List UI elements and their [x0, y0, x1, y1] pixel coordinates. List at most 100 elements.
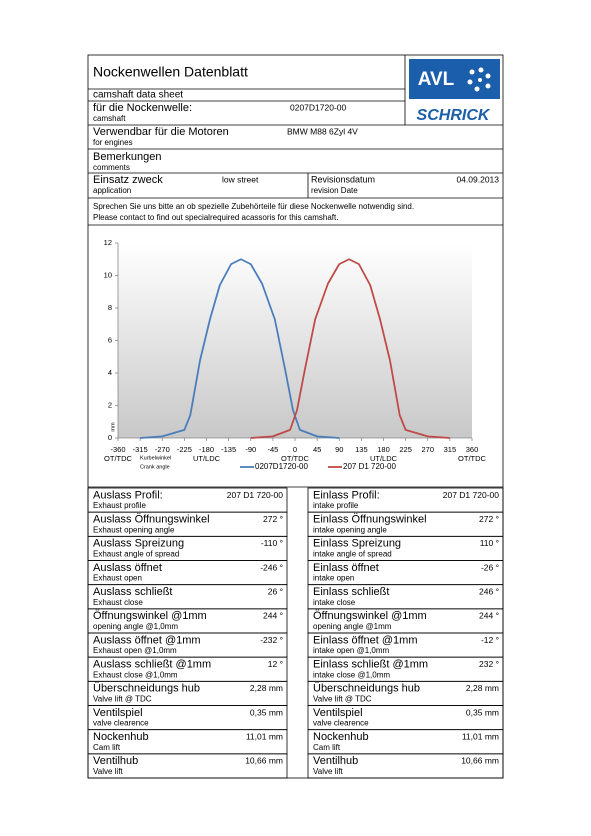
cell-sub: Exhaust close @1,0mm — [93, 670, 178, 679]
x-tick-label: 270 — [421, 445, 434, 454]
doc-subtitle: camshaft data sheet — [93, 90, 183, 101]
field-label: Einsatz zweck — [93, 174, 163, 186]
cell-value: 26 ° — [268, 586, 283, 596]
cell-label: Einlass schließt @1mm — [313, 659, 428, 671]
cell-sub: Valve lift @ TDC — [313, 694, 372, 703]
cell-value: -26 ° — [481, 562, 499, 572]
cell-label: Einlass Profil: — [313, 489, 380, 501]
x-tick-label: -315 — [133, 445, 148, 454]
cell-label: Einlass Öffnungswinkel — [313, 514, 427, 526]
cell-value: -12 ° — [481, 635, 499, 645]
x-tick-label: 135 — [355, 445, 368, 454]
cell-value: 11,01 mm — [246, 731, 283, 741]
cell-label: Auslass öffnet — [93, 562, 162, 574]
x-axis-label: Kurbelwinkel — [140, 455, 171, 461]
cell-sub: intake close @1,0mm — [313, 670, 390, 679]
y-tick-label: 10 — [104, 270, 112, 279]
cell-label: Auslass Öffnungswinkel — [93, 514, 210, 526]
cell-sub: Valve lift — [313, 767, 343, 776]
cell-value: 110 ° — [480, 538, 499, 548]
cell-sub: valve clearence — [313, 719, 369, 728]
logo-box — [409, 59, 500, 99]
field-sub: comments — [93, 163, 130, 172]
cell-label: Einlass schließt — [313, 586, 389, 598]
x-axis-label: Crank angle — [140, 464, 170, 470]
cell-label: Überschneidungs hub — [93, 683, 200, 695]
cell-sub: Exhaust open @1,0mm — [93, 646, 177, 655]
legend-label: 207 D1 720-00 — [343, 462, 396, 471]
y-axis-label: mm — [110, 422, 116, 432]
table-cell — [87, 753, 288, 779]
cell-sub: Cam lift — [93, 743, 121, 752]
field-value: 0207D1720-00 — [290, 102, 347, 112]
cell-value: 244 ° — [479, 611, 499, 621]
doc-title: Nockenwellen Datenblatt — [93, 64, 248, 80]
x-tick-label: 0 — [293, 445, 297, 454]
field-sub: application — [93, 186, 131, 195]
cell-label: Auslass Spreizung — [93, 538, 184, 550]
logo-text: SCHRICK — [417, 107, 491, 124]
cell-label: Überschneidungs hub — [313, 683, 420, 695]
y-tick-label: 0 — [108, 433, 112, 442]
cell-value: 2,28 mm — [466, 683, 499, 693]
field-sub: for engines — [93, 138, 133, 147]
y-tick-label: 2 — [108, 400, 112, 409]
cell-sub: Exhaust profile — [93, 501, 146, 510]
x-tick-label: -270 — [155, 445, 170, 454]
cell-value: 246 ° — [479, 586, 499, 596]
cell-sub: Exhaust opening angle — [93, 525, 175, 534]
x-annotation: UT/LDC — [193, 454, 221, 463]
cell-label: Einlass Spreizung — [313, 538, 401, 550]
x-annotation: UT/LDC — [370, 454, 398, 463]
cell-label: Öffnungswinkel @1mm — [313, 610, 427, 622]
cell-label: Nockenhub — [93, 731, 149, 743]
cell-value: 207 D1 720-00 — [443, 490, 500, 500]
frame — [87, 54, 504, 779]
x-tick-label: -360 — [110, 445, 125, 454]
x-annotation: OT/TDC — [281, 454, 309, 463]
cell-label: Einlass öffnet @1mm — [313, 634, 418, 646]
note: Sprechen Sie uns bitte an ob spezielle Z… — [93, 202, 414, 211]
cell-label: Einlass öffnet — [313, 562, 379, 574]
plot-area — [118, 243, 472, 438]
cell-value: 0,35 mm — [466, 707, 499, 717]
x-tick-label: 360 — [466, 445, 479, 454]
field-label: Revisionsdatum — [311, 174, 375, 184]
cell-sub: intake open @1,0mm — [313, 646, 389, 655]
x-tick-label: -90 — [245, 445, 256, 454]
cell-sub: Exhaust angle of spread — [93, 549, 179, 558]
note: Please contact to find out specialrequir… — [93, 213, 338, 222]
y-tick-label: 8 — [108, 303, 112, 312]
cell-sub: intake open — [313, 574, 354, 583]
cell-value: -110 ° — [261, 538, 283, 548]
cell-label: Auslass schließt @1mm — [93, 659, 211, 671]
cell-label: Ventilhub — [93, 755, 138, 767]
x-tick-label: 90 — [335, 445, 343, 454]
legend-label: 0207D1720-00 — [255, 462, 308, 471]
cell-sub: valve clearence — [93, 719, 149, 728]
cell-sub: intake close — [313, 598, 356, 607]
cell-label: Auslass öffnet @1mm — [93, 634, 201, 646]
cell-sub: intake profile — [313, 501, 359, 510]
x-tick-label: -180 — [199, 445, 214, 454]
cell-value: 272 ° — [263, 514, 283, 524]
x-tick-label: -45 — [267, 445, 278, 454]
cell-label: Auslass Profil: — [93, 489, 163, 501]
cell-label: Nockenhub — [313, 731, 369, 743]
cell-value: -246 ° — [260, 562, 283, 572]
cell-sub: Cam lift — [313, 743, 341, 752]
x-annotation: OT/TDC — [458, 454, 486, 463]
cell-value: 2,28 mm — [250, 683, 283, 693]
cell-sub: Valve lift — [93, 767, 123, 776]
line-series — [250, 258, 450, 439]
cell-sub: Exhaust close — [93, 598, 143, 607]
cell-value: 244 ° — [263, 611, 283, 621]
x-annotation: OT/TDC — [104, 454, 132, 463]
y-tick-label: 6 — [108, 335, 112, 344]
field-label: Bemerkungen — [93, 151, 162, 163]
logo-text: AVL — [418, 69, 455, 90]
y-tick-label: 12 — [104, 238, 112, 247]
cell-sub: opening angle @1mm — [313, 622, 392, 631]
logo-icon — [467, 67, 491, 92]
